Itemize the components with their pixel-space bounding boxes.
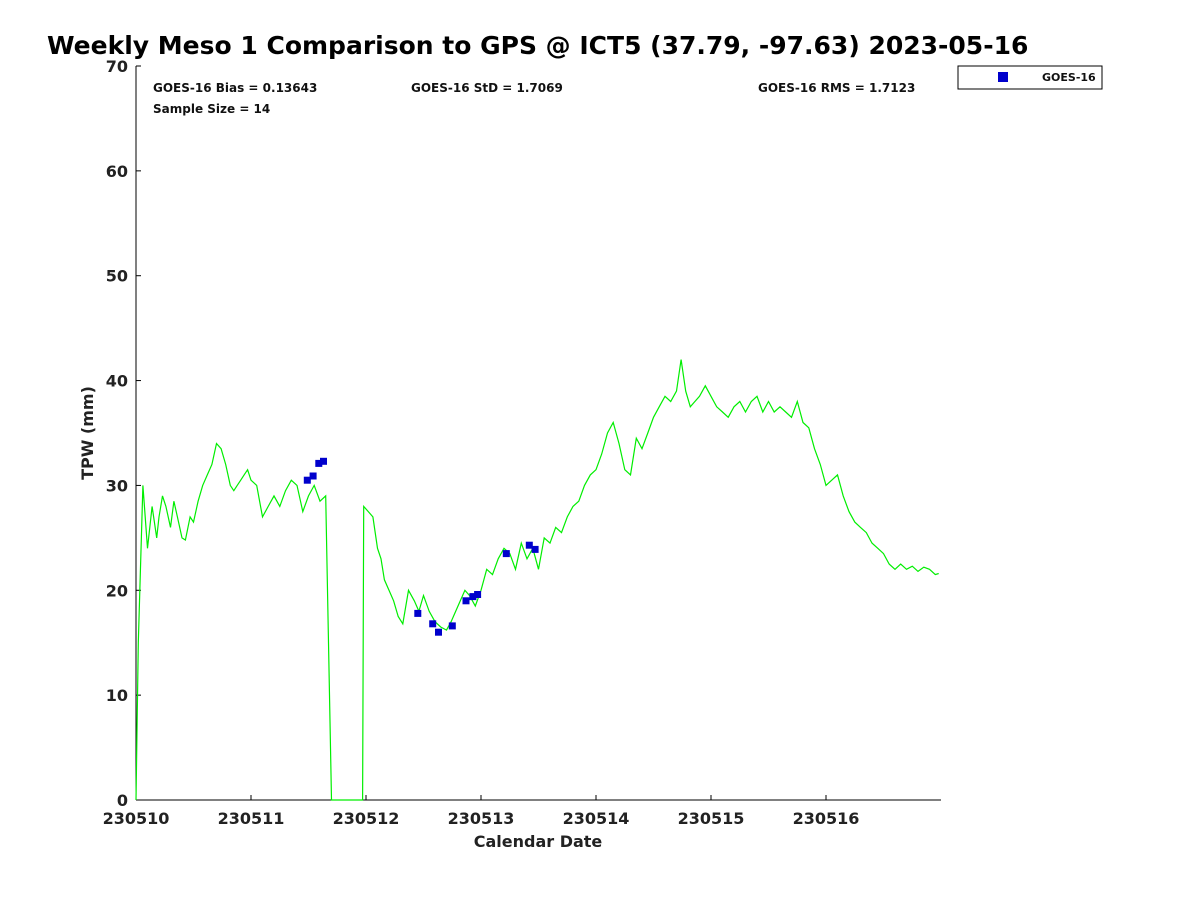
legend-label-goes-16: GOES-16 bbox=[1042, 71, 1096, 84]
goes-16-point bbox=[315, 459, 323, 467]
x-axis-label: Calendar Date bbox=[474, 832, 603, 851]
goes-16-point bbox=[320, 457, 327, 465]
y-axis-label: TPW (mm) bbox=[78, 386, 97, 480]
x-tick-label: 230516 bbox=[793, 809, 860, 828]
sample-size-stat: Sample Size = 14 bbox=[153, 102, 270, 116]
x-tick-label: 230512 bbox=[333, 809, 400, 828]
goes-16-point bbox=[474, 591, 482, 598]
x-tick-label: 230514 bbox=[563, 809, 630, 828]
legend-marker-goes-16 bbox=[998, 72, 1008, 82]
y-tick-label: 50 bbox=[106, 267, 128, 286]
goes-16-point bbox=[462, 597, 470, 605]
goes-16-point bbox=[435, 628, 442, 636]
x-tick-label: 230515 bbox=[678, 809, 745, 828]
y-tick-label: 0 bbox=[117, 791, 128, 810]
x-axis-ticks: 230510 230511 230512 230513 230514 230515 2305… bbox=[103, 795, 860, 828]
goes-16-point bbox=[414, 609, 422, 617]
goes-16-point bbox=[309, 472, 317, 480]
goes-16-point bbox=[429, 620, 437, 628]
chart-title: Weekly Meso 1 Comparison to GPS @ ICT5 (… bbox=[47, 31, 1028, 60]
y-tick-label: 30 bbox=[106, 476, 128, 495]
goes-16-point bbox=[531, 545, 539, 553]
y-tick-label: 40 bbox=[106, 372, 128, 391]
x-tick-label: 230513 bbox=[448, 809, 515, 828]
legend: GOES-16 bbox=[957, 65, 1103, 90]
std-stat: GOES-16 StD = 1.7069 bbox=[411, 81, 563, 95]
gps-line bbox=[135, 359, 939, 801]
goes-16-point bbox=[469, 593, 477, 601]
goes-16-series bbox=[303, 457, 539, 636]
goes-16-point bbox=[303, 476, 311, 484]
x-tick-label: 230511 bbox=[218, 809, 285, 828]
x-tick-label: 230510 bbox=[103, 809, 170, 828]
legend-box bbox=[957, 65, 1103, 90]
y-tick-label: 60 bbox=[106, 162, 128, 181]
goes-16-point bbox=[448, 622, 456, 630]
goes-16-point bbox=[525, 541, 533, 549]
y-axis-ticks: 0 10 20 30 40 50 60 70 bbox=[106, 57, 141, 810]
y-tick-label: 10 bbox=[106, 686, 128, 705]
y-tick-label: 70 bbox=[106, 57, 128, 76]
rms-stat: GOES-16 RMS = 1.7123 bbox=[758, 81, 915, 95]
gps-series bbox=[135, 359, 939, 801]
bias-stat: GOES-16 Bias = 0.13643 bbox=[153, 81, 317, 95]
y-tick-label: 20 bbox=[106, 581, 128, 600]
goes-16-point bbox=[502, 550, 510, 558]
